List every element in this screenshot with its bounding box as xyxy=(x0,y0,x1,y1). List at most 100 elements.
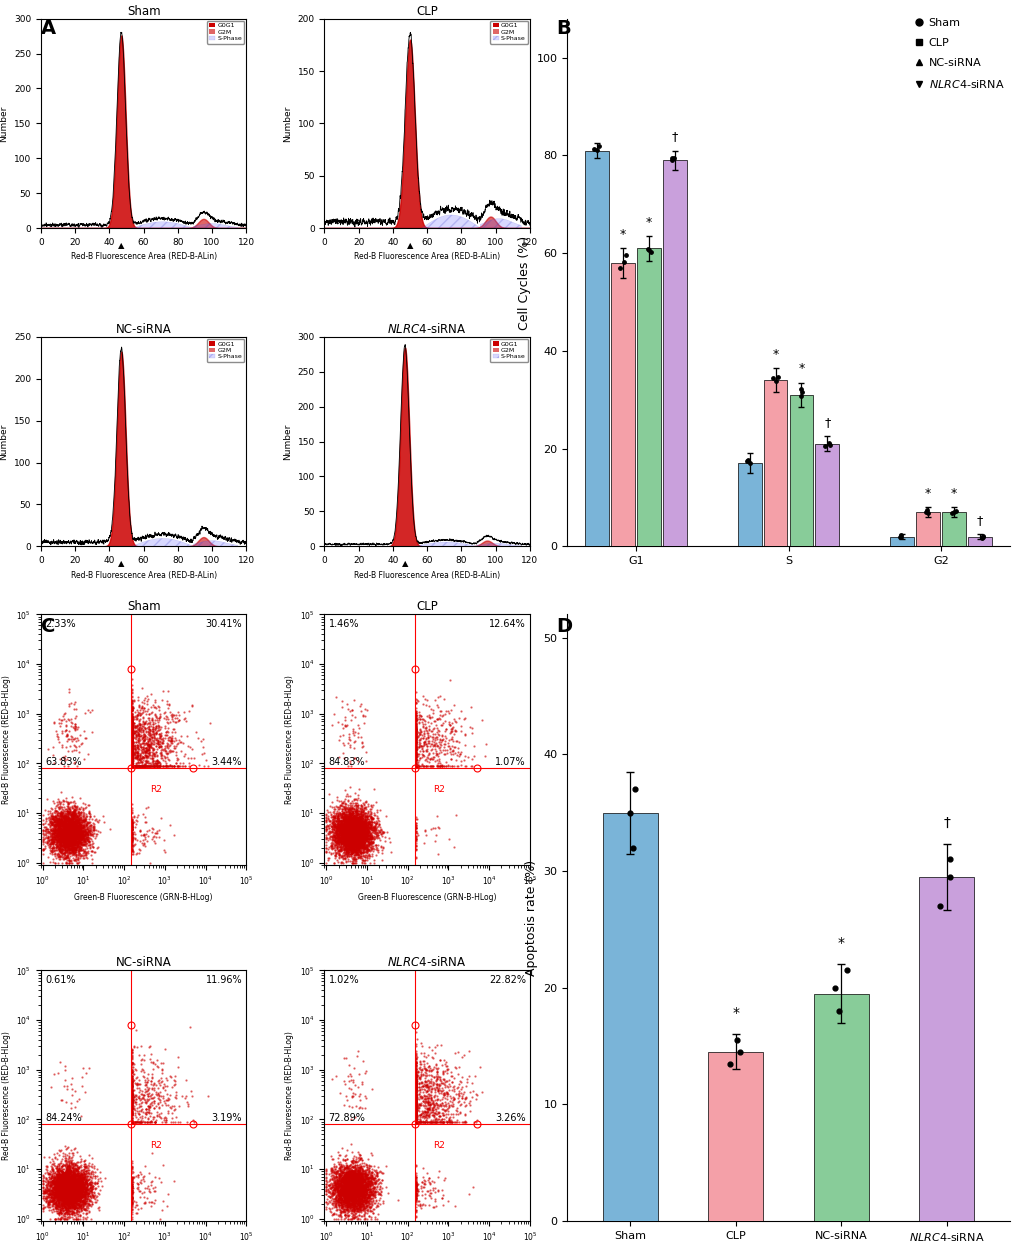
Point xyxy=(75,825,92,845)
Point xyxy=(353,1177,369,1197)
Point xyxy=(350,832,366,852)
Point xyxy=(67,1165,84,1185)
Point xyxy=(68,1175,85,1195)
Point xyxy=(71,1187,88,1207)
Point xyxy=(363,1174,379,1194)
Point xyxy=(343,1192,360,1212)
Point xyxy=(356,1190,372,1210)
Point xyxy=(59,1163,75,1182)
Point xyxy=(346,822,363,842)
Point xyxy=(145,756,161,776)
Point xyxy=(336,835,353,855)
Point xyxy=(352,832,368,852)
Point xyxy=(57,821,73,841)
Point xyxy=(56,824,72,844)
Point xyxy=(70,1172,87,1192)
Point xyxy=(70,1182,87,1202)
Point xyxy=(36,1182,52,1202)
Point xyxy=(341,814,358,834)
Point xyxy=(68,1180,85,1200)
Point xyxy=(341,1194,358,1214)
Point xyxy=(58,820,74,840)
Point xyxy=(54,806,70,826)
Point xyxy=(354,1168,370,1187)
Point xyxy=(73,1176,90,1196)
Point xyxy=(66,827,83,847)
Point xyxy=(68,820,85,840)
Point xyxy=(417,1101,433,1121)
Point xyxy=(47,1166,63,1186)
Point xyxy=(334,826,351,846)
Point xyxy=(141,756,157,776)
Point xyxy=(126,719,143,739)
Point xyxy=(408,1179,424,1199)
Point xyxy=(52,836,68,856)
Point xyxy=(74,831,91,851)
Point xyxy=(351,829,367,849)
Point xyxy=(84,1184,100,1204)
Point xyxy=(51,834,67,854)
Point xyxy=(374,1170,390,1190)
Point xyxy=(342,830,359,850)
Point xyxy=(350,811,366,831)
Point xyxy=(338,1192,355,1212)
Point xyxy=(335,809,352,829)
Point xyxy=(351,1181,367,1201)
Point xyxy=(64,1182,81,1202)
Point xyxy=(354,1187,370,1207)
Point xyxy=(165,1111,181,1131)
Point xyxy=(345,1182,362,1202)
Point xyxy=(64,816,81,836)
Point xyxy=(35,1181,51,1201)
Point xyxy=(47,814,63,834)
Point xyxy=(145,827,161,847)
Point xyxy=(50,1192,66,1212)
Point xyxy=(358,807,374,827)
Point xyxy=(361,830,377,850)
Point xyxy=(339,820,356,840)
Point xyxy=(431,756,447,776)
Point xyxy=(334,836,351,856)
Point xyxy=(355,801,371,821)
Point xyxy=(54,826,70,846)
Point xyxy=(328,834,344,854)
Point xyxy=(130,695,147,715)
Point xyxy=(343,831,360,851)
Point xyxy=(340,819,357,839)
Point xyxy=(351,824,367,844)
Point xyxy=(145,733,161,753)
Point xyxy=(178,1087,195,1106)
Point xyxy=(347,827,364,847)
Point xyxy=(438,1060,454,1080)
Point xyxy=(55,1166,71,1186)
Point xyxy=(57,1148,73,1168)
Point xyxy=(357,1197,373,1217)
Point xyxy=(57,826,73,846)
Point xyxy=(62,1191,78,1211)
Point xyxy=(352,817,368,837)
Point xyxy=(65,1180,82,1200)
Point xyxy=(53,836,69,856)
Point xyxy=(49,827,65,847)
Point xyxy=(340,832,357,852)
Point xyxy=(56,1174,72,1194)
Point xyxy=(352,807,368,827)
Point xyxy=(344,819,361,839)
Point xyxy=(51,1187,67,1207)
Point xyxy=(71,1165,88,1185)
Point xyxy=(353,831,369,851)
Point xyxy=(339,829,356,849)
Point xyxy=(340,810,357,830)
Point xyxy=(329,832,345,852)
Point xyxy=(124,718,141,738)
Point xyxy=(57,831,73,851)
Point xyxy=(353,834,369,854)
Point xyxy=(35,1187,51,1207)
Point xyxy=(73,825,90,845)
Point xyxy=(344,1186,361,1206)
Point xyxy=(69,832,86,852)
Point xyxy=(69,837,86,857)
Point xyxy=(129,753,146,773)
Point xyxy=(423,734,439,754)
Point xyxy=(39,1186,55,1206)
